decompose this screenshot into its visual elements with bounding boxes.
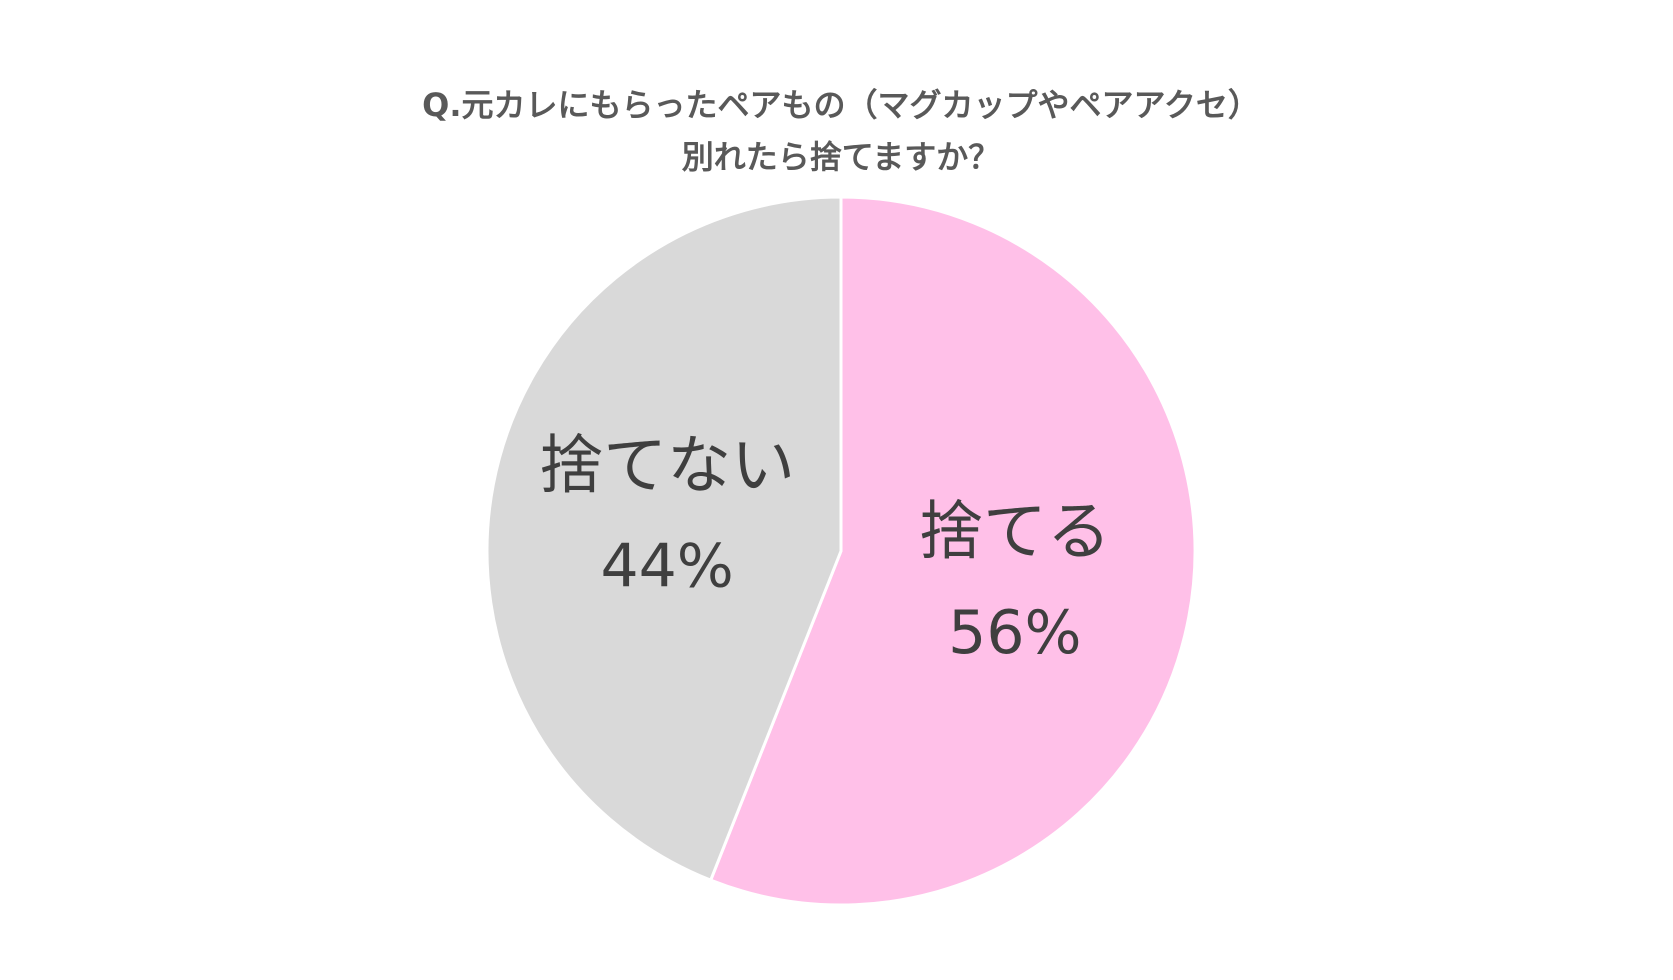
value-label: 44% xyxy=(600,531,733,601)
chart-title: Q.元カレにもらったペアもの（マグカップやペアアクセ） xyxy=(422,86,1260,124)
value-label: 56% xyxy=(948,598,1081,668)
slice-label: 捨てない xyxy=(539,429,795,503)
pie-slice xyxy=(485,195,843,883)
slice-label: 捨てる xyxy=(919,496,1111,570)
pie-slice xyxy=(708,195,1197,907)
chart-title: 別れたら捨てますか？ xyxy=(682,138,1000,176)
